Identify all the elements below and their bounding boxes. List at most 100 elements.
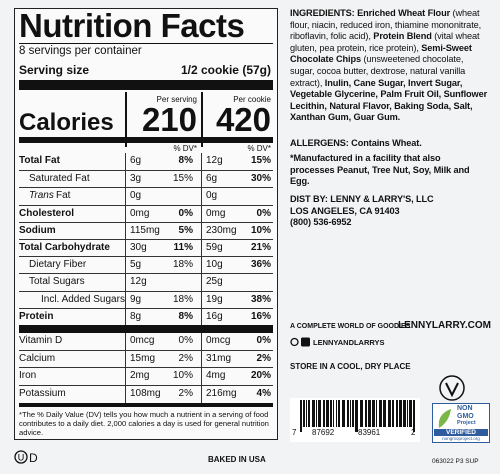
calories-label: Calories (19, 109, 114, 136)
barcode-bar (365, 400, 367, 427)
barcode-bar (379, 400, 382, 427)
lot-code: 063022 P3 SUP (432, 458, 479, 465)
serving-amount: 9g (130, 293, 142, 305)
dv-header: % DV* (247, 144, 271, 153)
origin: BAKED IN USA (208, 455, 266, 464)
cookie-dv: 20% (250, 370, 271, 382)
barcode-bar (388, 400, 391, 427)
nutrient-row: Total Carbohydrate 30g 11% 59g 21% (19, 239, 273, 257)
social: LENNYANDLARRYS (313, 338, 385, 347)
serving-amount: 30g (130, 242, 147, 253)
nutrient-row: Trans Fat 0g 0g (19, 187, 273, 206)
serving-size-label: Serving size (19, 63, 90, 77)
cookie-amount: 6g (206, 173, 218, 185)
non-gmo-line: NON (457, 405, 473, 412)
barcode-bar (316, 400, 317, 427)
cookie-dv: 2% (256, 353, 271, 365)
cookie-amount: 25g (206, 276, 223, 288)
ingredient-text: (vital wheat gluten, pea protein, rice p… (290, 31, 480, 53)
cookie-amount: 4mg (206, 370, 226, 382)
cookie-amount: 16g (206, 310, 223, 322)
nutrient-name: Calcium (19, 353, 56, 365)
cookie-amount: 59g (206, 242, 223, 253)
distributor-line: DIST BY: LENNY & LARRY'S, LLC (290, 194, 434, 204)
cookie-amount: 230mg (206, 224, 237, 236)
nutrient-name: Fat (56, 190, 71, 202)
social-icons (290, 337, 310, 347)
serving-dv: 8% (178, 310, 193, 322)
barcode-bar (338, 400, 340, 427)
serving-amount: 12g (130, 276, 147, 288)
vegan-icon (439, 375, 465, 401)
cookie-amount: 12g (206, 155, 223, 166)
nutrient-name: Incl. Added Sugars (41, 293, 125, 305)
barcode-bar (336, 400, 337, 427)
serving-amount: 0mg (130, 207, 150, 219)
ingredients: INGREDIENTS: Enriched Wheat Flour (wheat… (290, 8, 490, 124)
nutrient-name: Sodium (19, 224, 56, 236)
barcode-bar (308, 400, 310, 427)
cookie-dv: 0% (256, 207, 271, 219)
dv-header: % DV* (173, 144, 197, 153)
distributor-line: (800) 536-6952 (290, 217, 352, 228)
barcode-bar (300, 400, 302, 432)
barcode-bar (407, 400, 408, 427)
serving-size: 1/2 cookie (57g) (180, 63, 271, 77)
barcode-bar (360, 400, 363, 427)
ingredient-text: Semi-Sweet Chocolate Chips (290, 42, 472, 65)
barcode-bar (352, 400, 354, 427)
title: Nutrition Facts (19, 7, 245, 44)
barcode-bar (368, 400, 371, 427)
barcode-bar (303, 400, 305, 427)
serving-amount: 108mg (130, 387, 161, 399)
serving-dv: 2% (178, 387, 193, 399)
barcode-bar (323, 400, 325, 427)
cookie-dv: 0% (256, 335, 271, 346)
nutrient-name: Cholesterol (19, 207, 75, 219)
barcode-bar (330, 400, 332, 427)
nutrient-name: Iron (19, 370, 37, 382)
barcode-bars (300, 400, 415, 432)
serving-amount: 5g (130, 259, 142, 271)
ingredient-text: Inulin, Cane Sugar, Invert Sugar, Vegeta… (290, 77, 488, 123)
nutrient-name: Dietary Fiber (29, 259, 87, 271)
tagline: A COMPLETE WORLD OF GOODIES (290, 323, 411, 330)
barcode-bar (409, 400, 412, 427)
barcode-bar (399, 400, 402, 427)
serving-dv: 0% (178, 207, 193, 219)
nutrient-row: Saturated Fat 3g 15% 6g 30% (19, 170, 273, 189)
serving-dv: 5% (178, 224, 193, 236)
serving-amount: 115mg (130, 224, 160, 236)
storage: STORE IN A COOL, DRY PLACE (290, 362, 411, 371)
cookie-amount: 216mg (206, 387, 237, 399)
kosher-circle: U (14, 450, 28, 464)
nutrient-name: Total Carbohydrate (19, 242, 110, 253)
serving-dv: 8% (178, 155, 193, 166)
barcode: 7 87692 83961 2 (290, 398, 420, 442)
serving-amount: 6g (130, 155, 142, 166)
barcode-digit: 2 (411, 428, 416, 437)
ingredient-text: (unsweetened chocolate, sugar, cocoa but… (290, 54, 466, 88)
nutrient-row: Total Fat 6g 8% 12g 15% (19, 153, 273, 170)
calories-serving: 210 (141, 101, 197, 138)
non-gmo-url: nongmoproject.org (442, 436, 480, 441)
barcode-bar (333, 400, 334, 427)
distributor-line: LOS ANGELES, CA 91403 (290, 205, 400, 216)
barcode-bar (383, 400, 386, 427)
nutrient-row: Iron 2mg 10% 4mg 20% (19, 367, 273, 386)
cookie-dv: 38% (250, 293, 271, 305)
barcode-bar (355, 400, 358, 432)
per-serving: Per serving (156, 95, 197, 104)
distributor: DIST BY: LENNY & LARRY'S, LLC LOS ANGELE… (290, 194, 434, 229)
barcode-bar (403, 400, 406, 427)
barcode-bar (413, 400, 415, 432)
serving-dv: 15% (172, 173, 193, 185)
serving-amount: 15mg (130, 353, 156, 365)
cookie-dv: 16% (250, 310, 271, 322)
nutrient-name: Total Sugars (29, 276, 85, 288)
facility: *Manufactured in a facility that also pr… (290, 153, 470, 187)
nutrient-row: Sodium 115mg 5% 230mg 10% (19, 221, 273, 240)
footnote: *The % Daily Value (DV) tells you how mu… (19, 410, 269, 437)
nutrient-row: Incl. Added Sugars 9g 18% 19g 38% (19, 290, 273, 309)
